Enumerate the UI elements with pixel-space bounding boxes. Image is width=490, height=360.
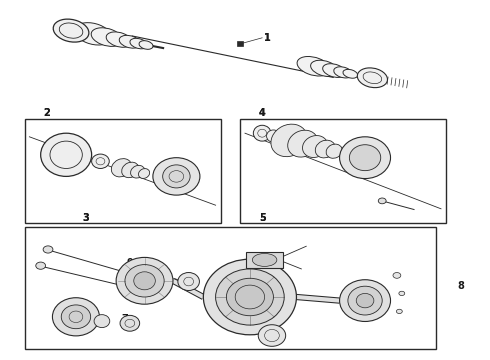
Text: 1: 1 bbox=[264, 33, 270, 43]
Text: 9: 9 bbox=[126, 258, 133, 268]
Ellipse shape bbox=[120, 315, 140, 331]
Ellipse shape bbox=[61, 305, 91, 329]
Text: 1: 1 bbox=[264, 33, 270, 43]
Bar bbox=[24, 119, 220, 223]
Text: 5: 5 bbox=[259, 213, 266, 223]
Ellipse shape bbox=[302, 136, 328, 157]
Text: 3: 3 bbox=[82, 213, 89, 223]
Ellipse shape bbox=[139, 168, 149, 179]
Ellipse shape bbox=[340, 137, 391, 179]
Ellipse shape bbox=[378, 198, 386, 204]
Text: 2: 2 bbox=[43, 108, 50, 118]
Ellipse shape bbox=[297, 57, 330, 76]
Ellipse shape bbox=[396, 309, 402, 314]
Ellipse shape bbox=[178, 273, 199, 291]
Ellipse shape bbox=[91, 28, 122, 46]
Ellipse shape bbox=[311, 60, 338, 77]
Ellipse shape bbox=[348, 286, 382, 315]
Ellipse shape bbox=[340, 280, 391, 321]
Ellipse shape bbox=[52, 298, 99, 336]
Ellipse shape bbox=[226, 278, 273, 316]
Ellipse shape bbox=[203, 259, 296, 335]
Ellipse shape bbox=[216, 269, 284, 325]
Ellipse shape bbox=[122, 162, 139, 177]
Text: 5: 5 bbox=[259, 213, 266, 223]
Ellipse shape bbox=[36, 262, 46, 269]
Ellipse shape bbox=[315, 140, 336, 158]
Text: 6: 6 bbox=[53, 306, 60, 316]
Ellipse shape bbox=[163, 165, 190, 188]
Text: 7: 7 bbox=[122, 314, 128, 324]
Ellipse shape bbox=[334, 67, 352, 78]
Ellipse shape bbox=[119, 35, 141, 48]
Ellipse shape bbox=[94, 315, 110, 328]
Ellipse shape bbox=[357, 68, 388, 87]
Ellipse shape bbox=[356, 293, 374, 308]
Ellipse shape bbox=[399, 291, 405, 296]
Bar bbox=[246, 252, 283, 268]
Text: 3: 3 bbox=[82, 213, 89, 223]
Ellipse shape bbox=[41, 133, 92, 176]
Text: 10: 10 bbox=[145, 272, 159, 282]
Ellipse shape bbox=[116, 257, 173, 304]
Ellipse shape bbox=[43, 246, 53, 253]
Ellipse shape bbox=[125, 265, 164, 297]
Ellipse shape bbox=[267, 130, 280, 142]
Ellipse shape bbox=[92, 154, 109, 168]
Ellipse shape bbox=[253, 125, 271, 141]
Ellipse shape bbox=[349, 145, 381, 171]
Ellipse shape bbox=[74, 23, 112, 45]
Ellipse shape bbox=[130, 165, 145, 178]
Text: 10: 10 bbox=[260, 326, 274, 336]
Bar bbox=[240, 119, 446, 223]
Ellipse shape bbox=[323, 64, 345, 77]
Ellipse shape bbox=[153, 158, 200, 195]
Ellipse shape bbox=[326, 144, 342, 158]
Ellipse shape bbox=[139, 41, 153, 49]
Ellipse shape bbox=[111, 159, 132, 177]
Ellipse shape bbox=[252, 253, 277, 266]
Ellipse shape bbox=[393, 273, 401, 278]
Ellipse shape bbox=[271, 124, 307, 157]
Bar bbox=[24, 227, 436, 349]
Ellipse shape bbox=[106, 32, 132, 47]
Text: 2: 2 bbox=[43, 108, 50, 118]
Ellipse shape bbox=[130, 38, 147, 49]
Ellipse shape bbox=[258, 325, 286, 346]
Bar bbox=[237, 41, 243, 46]
Text: 4: 4 bbox=[259, 108, 266, 118]
Text: 4: 4 bbox=[259, 108, 266, 118]
Ellipse shape bbox=[53, 19, 89, 42]
Ellipse shape bbox=[343, 69, 358, 78]
Ellipse shape bbox=[288, 130, 318, 157]
Text: 9: 9 bbox=[354, 299, 361, 309]
Ellipse shape bbox=[134, 272, 155, 290]
Text: 8: 8 bbox=[457, 281, 464, 291]
